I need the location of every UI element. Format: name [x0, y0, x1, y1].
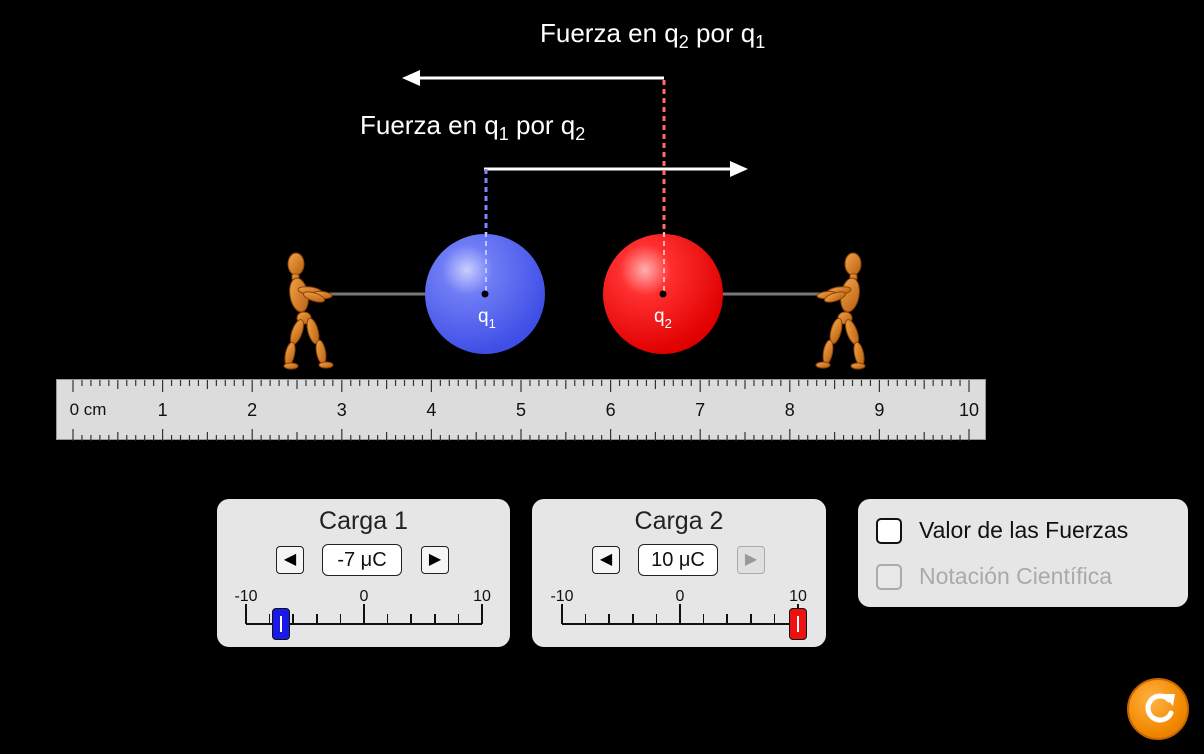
ruler-label: 4	[426, 400, 437, 420]
show-values-checkbox[interactable]	[876, 517, 902, 544]
slider-tick	[268, 614, 271, 624]
slider-tick	[410, 614, 412, 624]
force-text: Fuerza en q	[540, 18, 679, 48]
slider-tick	[339, 614, 342, 624]
ruler-label: 10	[958, 400, 980, 420]
charge-q2[interactable]: q2	[603, 232, 723, 354]
slider-tick	[750, 614, 752, 624]
slider-tick	[457, 614, 460, 624]
show-values-label: Valor de las Fuerzas	[919, 517, 1129, 543]
slider-track[interactable]	[562, 623, 798, 625]
reset-button[interactable]	[1127, 678, 1189, 740]
force-arrow-q1	[484, 161, 748, 177]
slider-tick	[245, 604, 247, 624]
charge2-value[interactable]: 10 μC	[638, 544, 718, 576]
ruler-label: 8	[784, 400, 795, 420]
scientific-checkbox	[876, 563, 902, 590]
force-arrow-q2	[402, 70, 664, 86]
charge2-title: Carga 2	[634, 507, 724, 535]
slider-tick	[702, 614, 705, 624]
force-label-q1: Fuerza en q1 por q2	[360, 110, 585, 145]
ruler-label: 5	[515, 400, 527, 420]
charge2-panel: Carga 2 ◀ 10 μC ▶ -10 0 10	[532, 499, 826, 647]
charge1-panel: Carga 1 ◀ -7 μC ▶ -10 0 10	[217, 499, 510, 647]
slider-tick	[292, 614, 294, 624]
slider-tick	[773, 614, 776, 624]
slider-tick	[679, 604, 681, 624]
charge2-max-label: 10	[789, 588, 807, 605]
force-sub: 1	[755, 32, 766, 53]
force-sub: 2	[678, 32, 689, 53]
slider-tick	[584, 614, 587, 624]
slider-track[interactable]	[246, 623, 482, 625]
charge1-slider[interactable]	[245, 604, 483, 640]
slider-tick	[655, 614, 658, 624]
ruler-ticks	[72, 380, 970, 441]
ruler-label: 6	[605, 400, 616, 420]
slider-tick	[363, 604, 365, 624]
charge2-slider-thumb[interactable]	[789, 608, 807, 640]
charge1-value[interactable]: -7 μC	[322, 544, 402, 576]
charge1-increase-button[interactable]: ▶	[421, 546, 449, 574]
slider-tick	[608, 614, 610, 624]
charge1-slider-thumb[interactable]	[272, 608, 291, 640]
charge1-mid-label: 0	[359, 588, 369, 605]
ruler-label: 9	[874, 400, 885, 420]
ruler-label: 2	[247, 400, 258, 420]
force-sub: 2	[575, 124, 586, 145]
scientific-label: Notación Científica	[919, 563, 1113, 589]
charge2-decrease-button[interactable]: ◀	[592, 546, 620, 574]
slider-tick	[726, 614, 728, 624]
charge2-min-label: -10	[550, 588, 574, 605]
slider-tick	[386, 614, 389, 624]
charge1-title: Carga 1	[319, 507, 408, 535]
options-panel: Valor de las Fuerzas Notación Científica	[858, 499, 1188, 607]
charge-q1-label: q1	[478, 306, 496, 331]
puppet-right[interactable]	[815, 252, 866, 370]
force-text: Fuerza en q	[360, 110, 499, 140]
slider-tick	[434, 614, 436, 624]
charge2-slider[interactable]	[561, 604, 807, 640]
force-sub: 1	[498, 124, 509, 145]
charge2-mid-label: 0	[675, 588, 685, 605]
charge1-max-label: 10	[473, 588, 491, 605]
slider-tick	[481, 604, 483, 624]
ruler[interactable]: 0 cm 1 2 3 4 5 6 7 8 9 10	[56, 379, 986, 441]
force-text: por q	[508, 110, 576, 140]
ruler-label: 0 cm	[69, 400, 107, 419]
slider-tick	[632, 614, 634, 624]
reset-icon	[1145, 693, 1175, 723]
charge-q1[interactable]: q1	[425, 232, 545, 354]
slider-tick	[561, 604, 563, 624]
force-text: por q	[688, 18, 756, 48]
puppet-left[interactable]	[283, 252, 334, 370]
charge2-increase-button[interactable]: ▶	[737, 546, 765, 574]
scientific-row: Notación Científica	[876, 563, 1112, 590]
ruler-label: 3	[336, 400, 347, 420]
charge1-decrease-button[interactable]: ◀	[276, 546, 304, 574]
slider-tick	[316, 614, 318, 624]
charge1-min-label: -10	[234, 588, 258, 605]
ruler-label: 1	[157, 400, 168, 420]
show-values-row[interactable]: Valor de las Fuerzas	[876, 517, 1128, 544]
force-label-q2: Fuerza en q2 por q1	[540, 18, 765, 53]
ruler-label: 7	[695, 400, 706, 420]
charge-q2-label: q2	[654, 306, 672, 331]
